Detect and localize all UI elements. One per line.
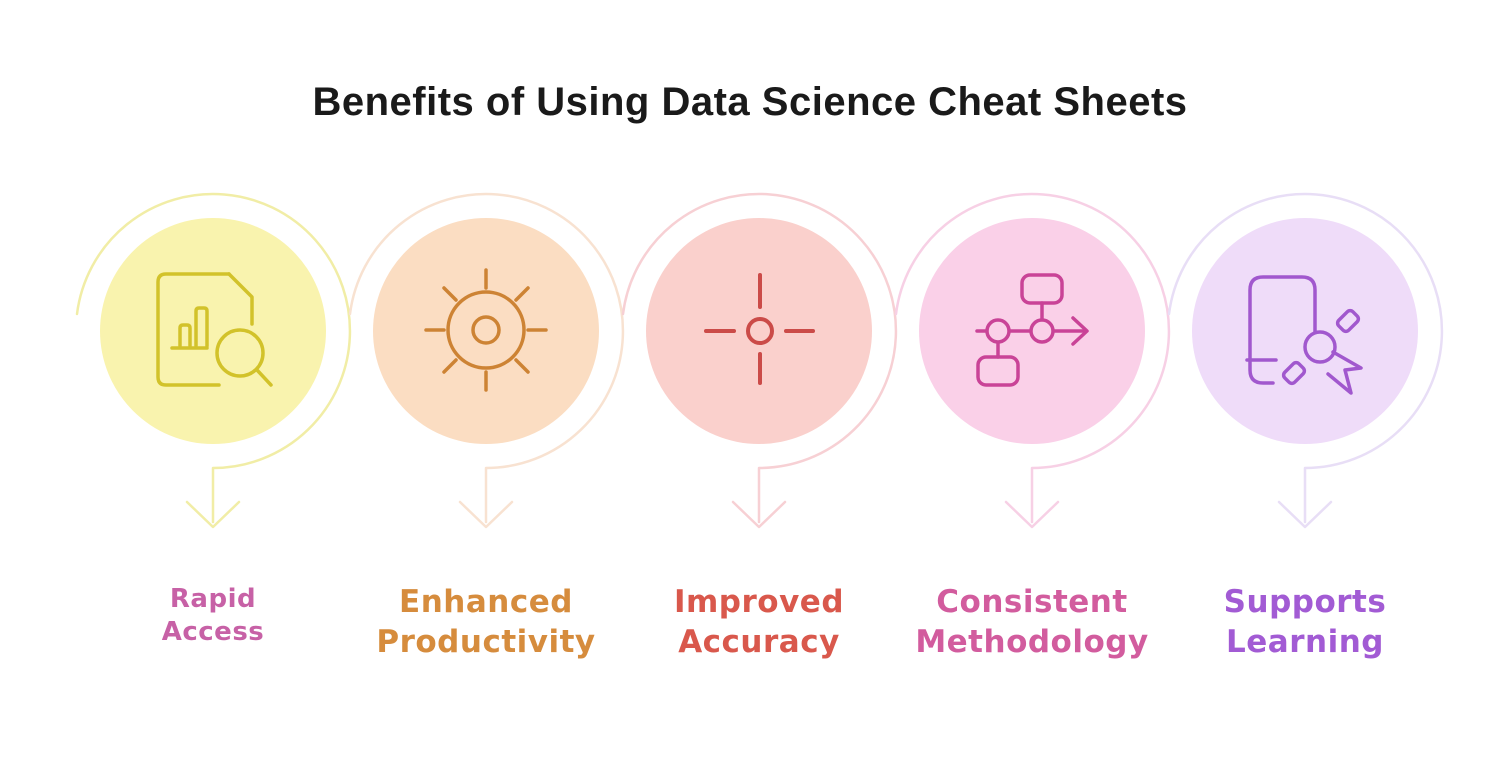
- benefit-graphic: [75, 192, 352, 529]
- document-chart-search-icon: [156, 272, 273, 387]
- benefit-label: Consistent Methodology: [915, 584, 1149, 660]
- ring-outline: [894, 192, 1171, 524]
- benefit-circle: [1192, 218, 1418, 444]
- sun-gear-icon: [424, 268, 548, 392]
- benefit-graphic: [621, 192, 898, 529]
- benefit-label: Enhanced Productivity: [376, 584, 596, 660]
- ring-outline: [1167, 192, 1444, 524]
- down-arrow-icon: [458, 500, 514, 529]
- benefit-circle: [373, 218, 599, 444]
- benefit-unit-improved-accuracy: Improved Accuracy: [609, 191, 909, 671]
- ring-outline: [348, 192, 625, 524]
- benefit-label: Improved Accuracy: [673, 584, 845, 660]
- benefit-graphic: [348, 192, 625, 529]
- benefit-graphic: [1167, 192, 1444, 529]
- down-arrow-icon: [185, 500, 241, 529]
- benefit-unit-supports-learning: Supports Learning: [1155, 191, 1455, 671]
- benefit-graphic: [894, 192, 1171, 529]
- down-arrow-icon: [1004, 500, 1060, 529]
- benefit-label: Rapid Access: [161, 584, 265, 648]
- ring-outline: [75, 192, 352, 524]
- benefit-circle: [646, 218, 872, 444]
- down-arrow-icon: [1277, 500, 1333, 529]
- certificate-ribbon-icon: [1245, 275, 1363, 395]
- benefit-unit-rapid-access: Rapid Access: [63, 191, 363, 671]
- benefit-unit-enhanced-productivity: Enhanced Productivity: [336, 191, 636, 671]
- ring-outline: [621, 192, 898, 524]
- benefit-label: Supports Learning: [1223, 584, 1387, 660]
- benefit-unit-consistent-methodology: Consistent Methodology: [882, 191, 1182, 671]
- page-title: Benefits of Using Data Science Cheat She…: [312, 80, 1188, 124]
- down-arrow-icon: [731, 500, 787, 529]
- benefit-circle: [100, 218, 326, 444]
- flowchart-workflow-icon: [975, 273, 1089, 387]
- crosshair-target-icon: [704, 273, 815, 385]
